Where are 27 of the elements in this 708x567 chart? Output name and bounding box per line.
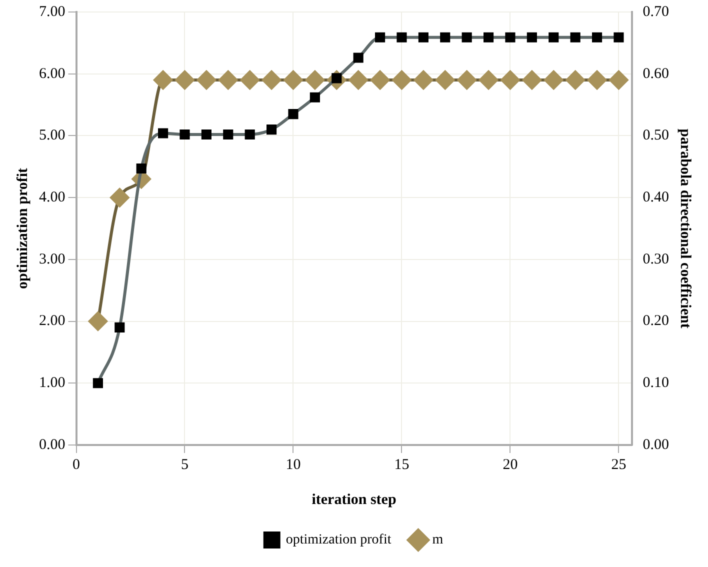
y2-axis-title: parabola directional coefficient [677, 128, 694, 328]
x-tick-label: 20 [502, 456, 518, 473]
y2-tick-label: 0.20 [642, 313, 669, 330]
y-tick-label: 0.00 [39, 436, 66, 453]
y2-tick-label: 0.60 [642, 66, 669, 82]
legend-label: optimization profit [286, 532, 392, 548]
x-tick-label: 0 [72, 456, 80, 473]
legend-label: m [432, 532, 444, 548]
y-tick-label: 1.00 [39, 375, 66, 392]
y2-tick-label: 0.70 [642, 4, 669, 20]
y2-tick-label: 0.50 [642, 128, 669, 144]
x-tick-label: 10 [286, 456, 301, 473]
y-tick-label: 7.00 [39, 4, 66, 20]
x-tick-label: 25 [611, 456, 626, 473]
y2-tick-label: 0.00 [642, 436, 669, 453]
y-tick-label: 3.00 [39, 251, 66, 268]
y2-tick-label: 0.10 [642, 375, 669, 392]
y-tick-label: 6.00 [39, 66, 66, 82]
y-axis-title: optimization profit [14, 168, 31, 289]
y2-tick-label: 0.30 [642, 251, 669, 268]
y2-tick-label: 0.40 [642, 190, 669, 206]
x-tick-label: 5 [180, 456, 188, 473]
y-tick-label: 2.00 [39, 313, 66, 330]
y-tick-label: 4.00 [39, 190, 66, 206]
x-axis-title: iteration step [312, 492, 396, 508]
x-tick-label: 15 [394, 456, 410, 473]
y-tick-label: 5.00 [39, 128, 66, 144]
